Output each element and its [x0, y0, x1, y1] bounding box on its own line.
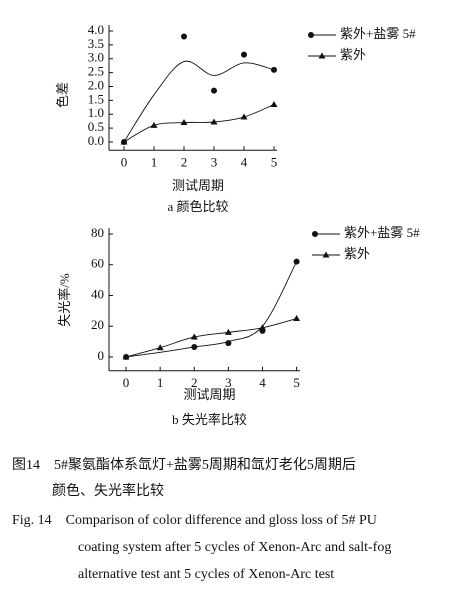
x-axis-label: 测试周期	[183, 387, 235, 402]
y-tick-label: 0.0	[88, 133, 104, 148]
x-tick-label: 2	[191, 375, 198, 390]
marker	[120, 138, 128, 145]
marker	[224, 328, 232, 335]
marker	[293, 315, 301, 322]
marker	[258, 324, 266, 331]
legend-label: 紫外	[344, 246, 370, 261]
legend-marker	[308, 32, 314, 38]
fit-line	[123, 104, 275, 143]
x-axis-label: 测试周期	[172, 178, 224, 193]
x-tick-label: 0	[121, 154, 128, 169]
subtitle: a 颜色比较	[167, 199, 228, 214]
y-tick-label: 2.5	[88, 64, 104, 79]
legend-label: 紫外+盐雾 5#	[344, 225, 420, 240]
legend-label: 紫外+盐雾 5#	[340, 26, 416, 41]
y-axis-label: 色差	[55, 82, 70, 108]
y-tick-label: 1.5	[88, 91, 104, 106]
x-tick-label: 1	[157, 375, 164, 390]
marker	[190, 333, 198, 340]
marker	[181, 33, 187, 40]
y-tick-label: 3.0	[88, 50, 104, 65]
x-tick-label: 1	[151, 154, 158, 169]
x-tick-label: 4	[241, 154, 248, 169]
y-tick-label: 4.0	[88, 22, 104, 37]
caption-line: coating system after 5 cycles of Xenon-A…	[78, 540, 391, 555]
marker	[225, 340, 232, 347]
y-tick-label: 0.5	[88, 119, 104, 134]
marker	[293, 258, 300, 265]
x-tick-label: 4	[259, 375, 266, 390]
y-axis-label: 失光率/%	[57, 273, 72, 327]
fit-line	[125, 318, 297, 358]
x-tick-label: 2	[181, 154, 188, 169]
caption-line: 图14 5#聚氨酯体系氙灯+盐雾5周期和氙灯老化5周期后	[12, 457, 356, 473]
caption-line: alternative test ant 5 cycles of Xenon-A…	[78, 567, 334, 582]
legend-marker	[322, 251, 330, 258]
legend-marker	[318, 52, 326, 59]
y-tick-label: 60	[91, 256, 104, 271]
marker	[240, 113, 248, 120]
marker	[241, 51, 247, 58]
marker	[210, 118, 218, 125]
marker	[211, 87, 217, 94]
caption-line: Fig. 14 Comparison of color difference a…	[12, 513, 377, 528]
marker	[271, 66, 277, 73]
x-tick-label: 3	[211, 154, 218, 169]
legend-label: 紫外	[340, 47, 366, 62]
x-tick-label: 5	[271, 154, 278, 169]
x-tick-label: 3	[225, 375, 232, 390]
y-tick-label: 40	[91, 286, 104, 301]
x-tick-label: 0	[123, 375, 130, 390]
legend-marker	[312, 231, 318, 237]
marker	[270, 101, 278, 108]
subtitle: b 失光率比较	[172, 412, 247, 427]
fit-line	[125, 261, 297, 358]
y-tick-label: 80	[91, 225, 104, 240]
marker	[156, 344, 164, 351]
caption-line: 颜色、失光率比较	[52, 482, 164, 499]
y-tick-label: 2.0	[88, 77, 104, 92]
fit-line	[123, 60, 275, 143]
marker	[191, 343, 198, 350]
y-tick-label: 1.0	[88, 105, 104, 120]
marker	[150, 121, 158, 128]
y-tick-label: 20	[91, 317, 104, 332]
x-tick-label: 5	[293, 375, 300, 390]
y-tick-label: 3.5	[88, 36, 104, 51]
y-tick-label: 0	[98, 348, 105, 363]
marker	[180, 119, 188, 126]
marker	[122, 353, 130, 360]
